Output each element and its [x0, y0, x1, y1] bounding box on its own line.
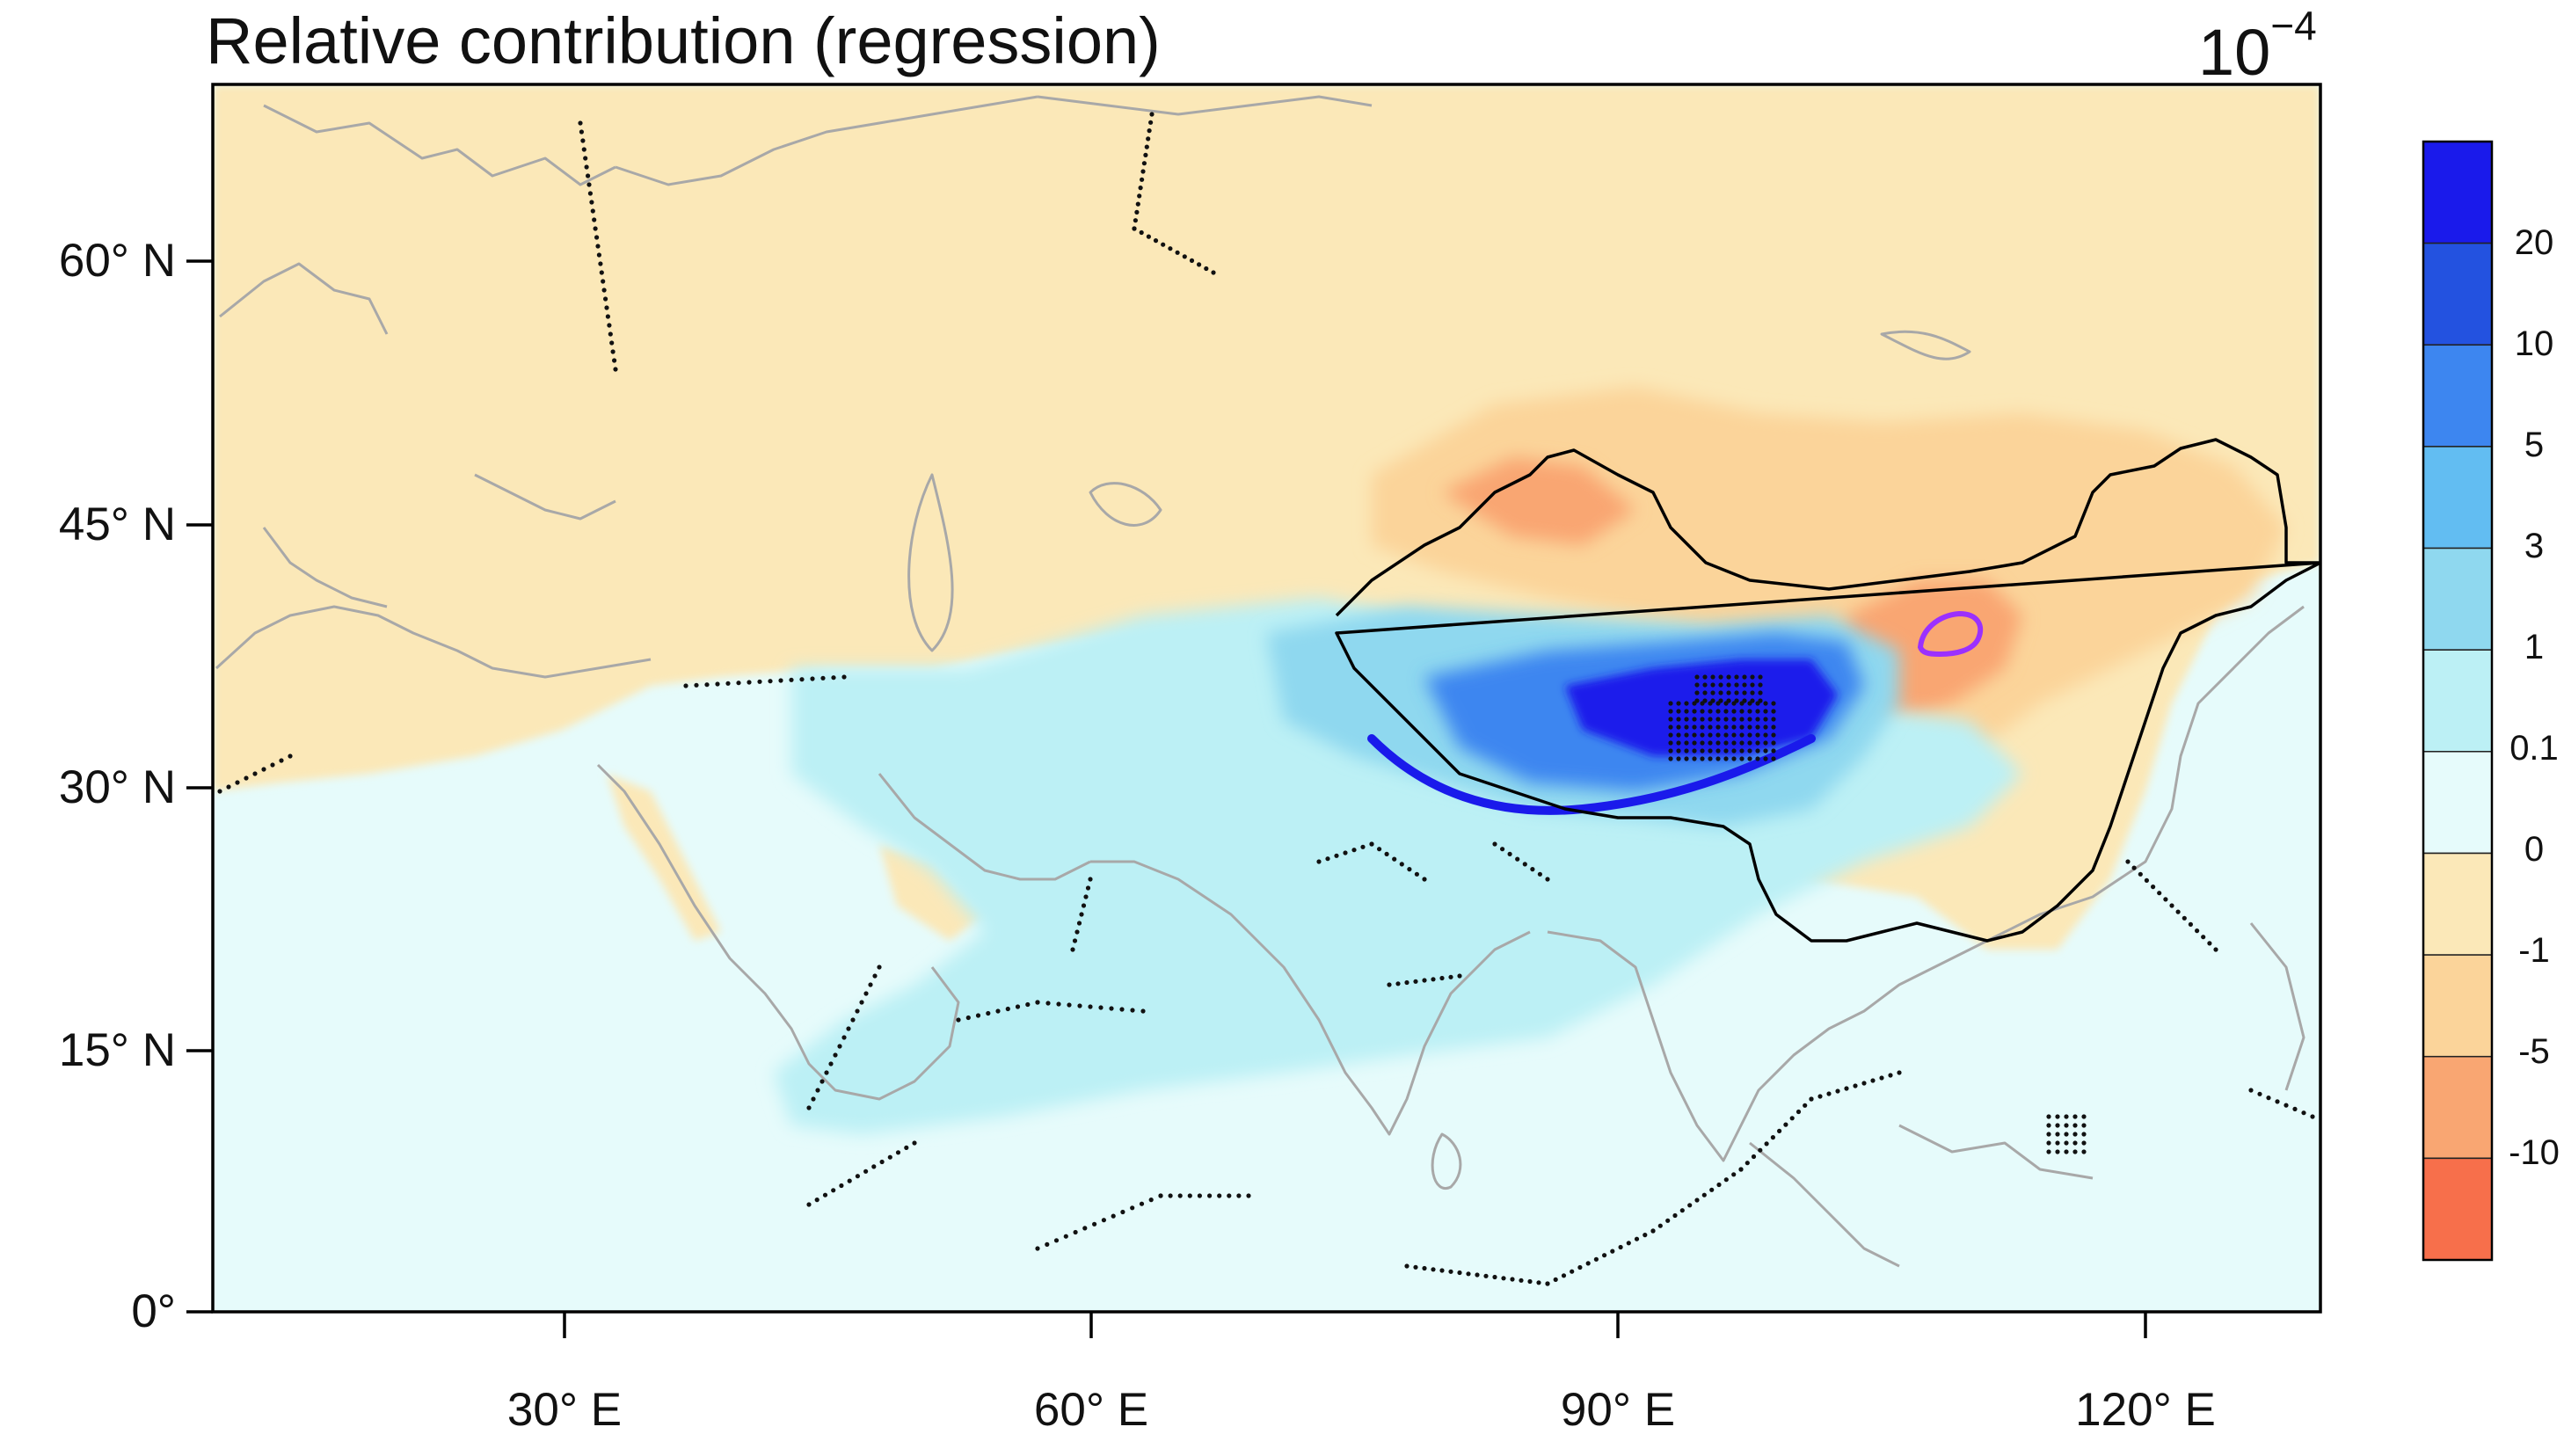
scale-exponent: −4: [2270, 3, 2317, 48]
map-area: [213, 84, 2320, 1312]
lat-label-0: 0°: [131, 1285, 176, 1337]
map-frame: [211, 83, 2322, 1314]
colorbar-label-5: 5: [2524, 426, 2545, 464]
axis-ticks: [186, 259, 2147, 1338]
colorbar-swatch: [2422, 751, 2493, 855]
colorbar-swatch: [2422, 547, 2493, 651]
colorbar-swatch: [2422, 446, 2493, 550]
colorbar-swatch: [2422, 1055, 2493, 1160]
red-sea-coast-negative: [607, 774, 721, 941]
colorbar-swatch: [2422, 852, 2493, 956]
colorbar-swatch: [2422, 649, 2493, 753]
significance-stipples: [217, 112, 2315, 1286]
colorbar-swatch: [2422, 141, 2493, 244]
colorbar-label-0-1: 0.1: [2509, 729, 2559, 768]
colorbar-label-0: 0: [2524, 830, 2545, 869]
lat-label-30: 30° N: [58, 761, 176, 813]
mongolia-strong-negative: [1442, 457, 1635, 545]
colorbar-label-1: 1: [2524, 628, 2545, 666]
colorbar-label-20: 20: [2514, 223, 2554, 262]
colorbar-label-neg10: -10: [2509, 1133, 2560, 1172]
lat-label-45: 45° N: [58, 499, 176, 550]
colorbar-frame: [2422, 140, 2494, 1262]
central-china-max-positive: [1565, 659, 1838, 756]
lon-label-90: 90° E: [1560, 1384, 1676, 1436]
colorbar-label-neg5: -5: [2518, 1032, 2550, 1071]
scale-base: 10: [2198, 16, 2271, 89]
colorbar-swatch: [2422, 1157, 2493, 1261]
lon-label-120: 120° E: [2075, 1384, 2216, 1436]
colorbar-label-neg1: -1: [2518, 931, 2550, 970]
china-border: [1335, 438, 2320, 943]
lat-label-15: 15° N: [58, 1024, 176, 1076]
coastlines: [215, 95, 2305, 1268]
colorbar-swatch: [2422, 242, 2493, 346]
colorbar-label-10: 10: [2514, 324, 2554, 363]
lat-label-60: 60° N: [58, 235, 176, 287]
plot-title: Relative contribution (regression): [206, 4, 1161, 77]
source-region-outline: [1917, 610, 1984, 658]
colorbar-label-3: 3: [2524, 527, 2545, 565]
colorbar-swatch: [2422, 954, 2493, 1058]
lon-label-30: 30° E: [506, 1384, 623, 1436]
lon-label-60: 60° E: [1033, 1384, 1149, 1436]
tibet-southern-streak: [1367, 734, 1816, 815]
colorbar-swatch: [2422, 344, 2493, 448]
arabia-east-negative: [879, 844, 985, 941]
colorbar-scale-factor: 10−4: [2198, 3, 2317, 96]
colorbar: [2422, 140, 2494, 1262]
